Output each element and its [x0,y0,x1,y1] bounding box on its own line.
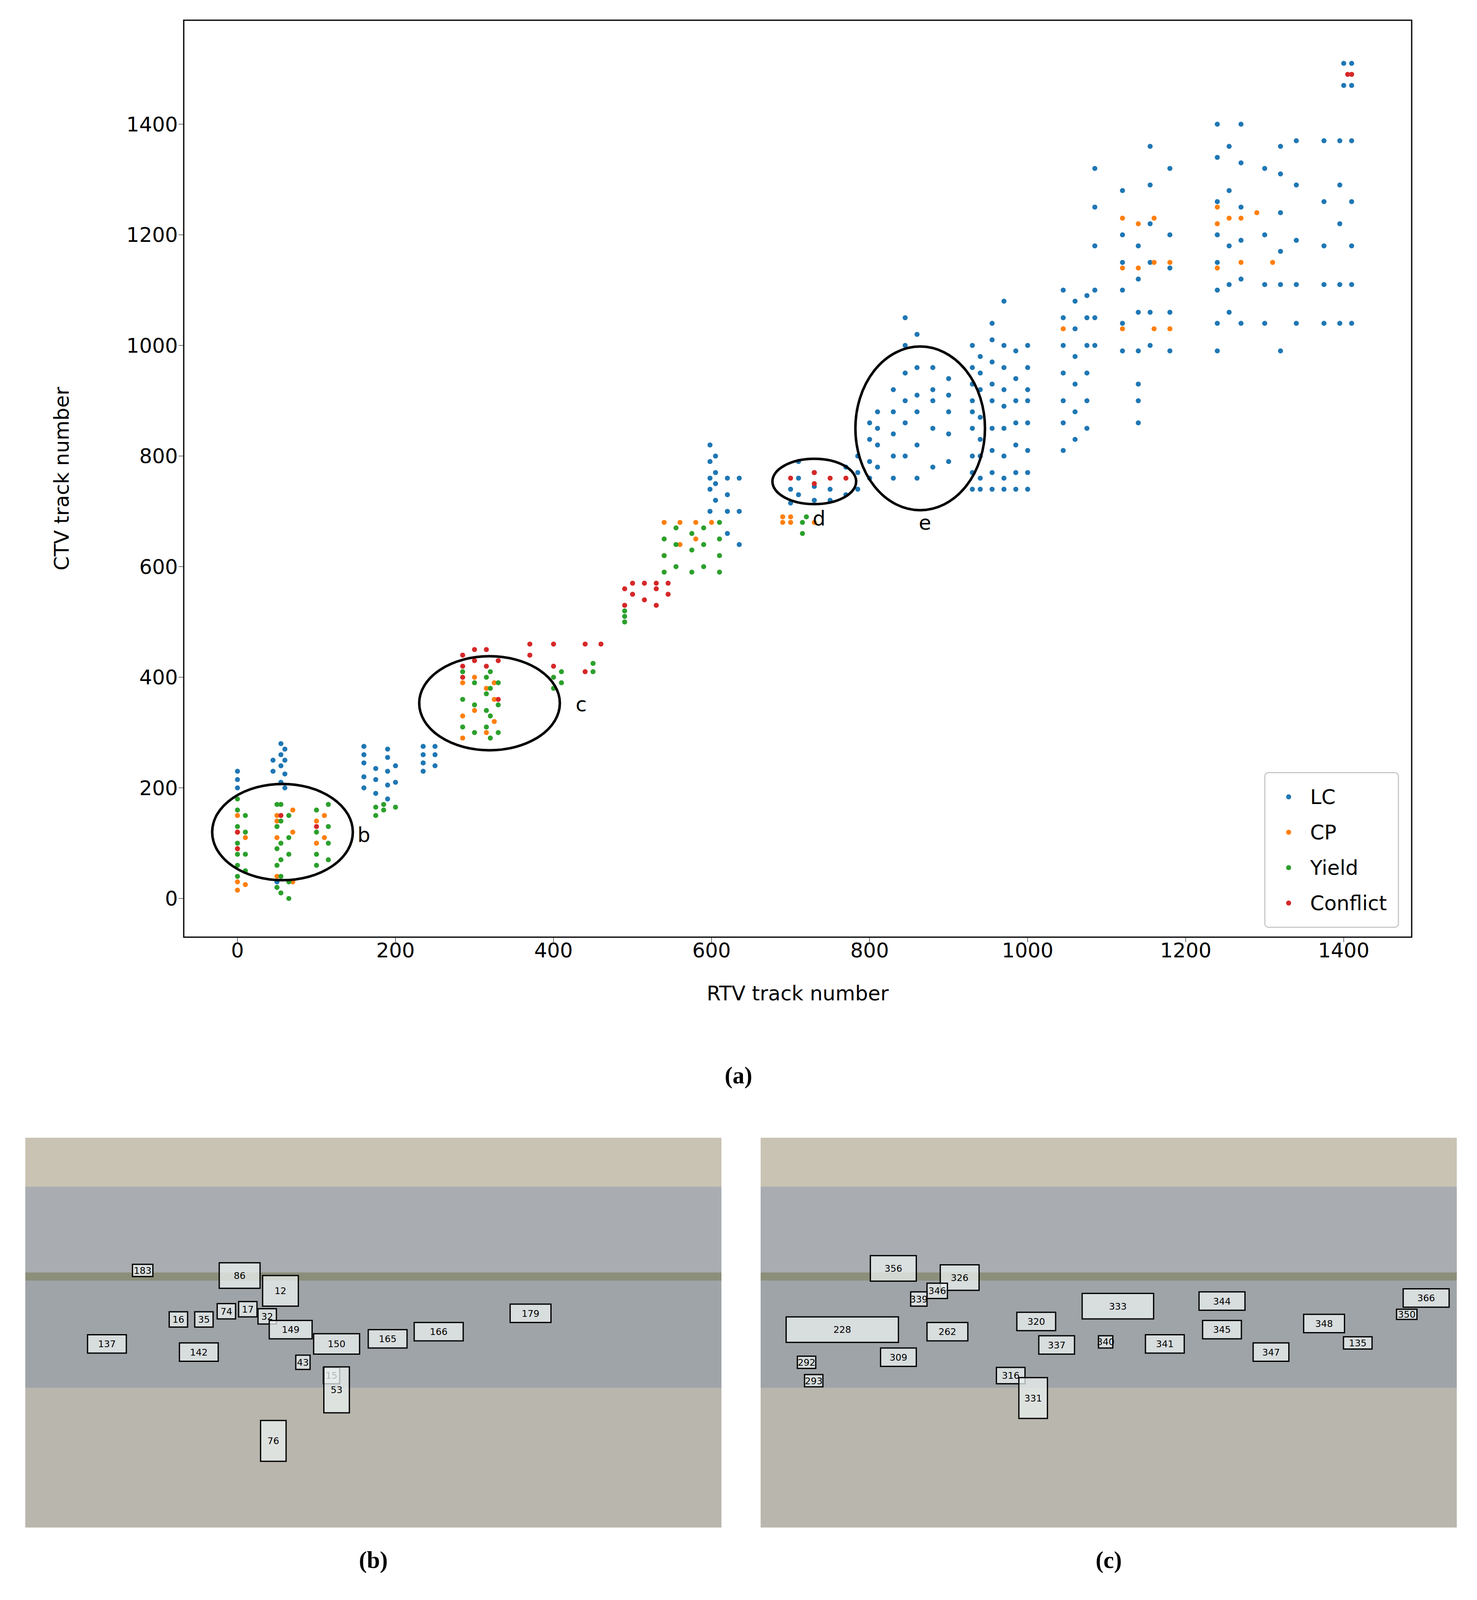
svg-text:74: 74 [220,1306,233,1317]
svg-text:179: 179 [521,1308,540,1319]
svg-text:333: 333 [1109,1301,1127,1312]
svg-text:1200: 1200 [1160,938,1212,963]
svg-text:326: 326 [950,1272,969,1284]
svg-text:35: 35 [198,1314,210,1325]
html-text:(c): (c) [1095,1546,1122,1574]
svg-text:76: 76 [267,1435,280,1447]
svg-text:149: 149 [281,1324,300,1335]
svg-text:1000: 1000 [1002,938,1054,963]
svg-text:200: 200 [139,776,178,800]
svg-text:16: 16 [172,1314,185,1325]
svg-text:339: 339 [909,1294,928,1305]
svg-text:12: 12 [274,1285,287,1297]
svg-text:e: e [918,510,932,535]
svg-text:d: d [812,506,826,531]
svg-text:1000: 1000 [126,333,178,358]
html-text:Conflict: Conflict [1310,891,1387,915]
svg-text:0: 0 [164,886,178,911]
svg-text:165: 165 [378,1333,397,1345]
svg-text:200: 200 [376,938,416,963]
svg-text:316: 316 [1001,1370,1020,1381]
svg-text:17: 17 [241,1304,254,1315]
svg-text:142: 142 [190,1347,208,1358]
svg-text:348: 348 [1315,1318,1333,1330]
svg-text:1400: 1400 [126,112,178,137]
svg-text:346: 346 [928,1285,947,1297]
html-text:CP: CP [1310,820,1337,845]
svg-text:183: 183 [134,1265,152,1276]
svg-text:341: 341 [1155,1338,1174,1350]
svg-text:800: 800 [850,938,890,963]
svg-text:166: 166 [429,1326,448,1338]
svg-text:292: 292 [797,1357,816,1368]
svg-text:400: 400 [534,938,574,963]
svg-text:800: 800 [139,444,178,468]
svg-text:262: 262 [938,1326,957,1338]
svg-text:344: 344 [1213,1296,1231,1307]
svg-text:RTV track number: RTV track number [706,981,889,1006]
svg-text:309: 309 [889,1352,908,1363]
svg-text:337: 337 [1047,1340,1066,1351]
svg-text:356: 356 [884,1263,903,1274]
svg-text:c: c [575,692,587,716]
svg-text:600: 600 [139,554,178,579]
svg-text:32: 32 [261,1311,274,1322]
html-text:Yield: Yield [1310,855,1359,880]
svg-text:600: 600 [692,938,732,963]
svg-text:331: 331 [1024,1393,1043,1404]
svg-text:350: 350 [1397,1309,1416,1320]
svg-text:135: 135 [1348,1337,1367,1349]
svg-text:347: 347 [1262,1347,1280,1358]
svg-text:366: 366 [1417,1292,1435,1304]
html-text:(b): (b) [358,1546,388,1574]
svg-text:1400: 1400 [1318,938,1370,963]
html-text:LC: LC [1310,785,1336,809]
svg-text:CTV track number: CTV track number [49,386,74,571]
svg-text:53: 53 [330,1384,343,1396]
svg-text:1200: 1200 [126,222,178,247]
html-text:(a): (a) [724,1062,753,1089]
svg-text:228: 228 [833,1324,852,1335]
svg-text:293: 293 [804,1375,823,1387]
svg-text:150: 150 [327,1338,346,1350]
svg-text:345: 345 [1213,1324,1231,1335]
svg-text:86: 86 [233,1270,246,1282]
svg-text:340: 340 [1096,1336,1115,1348]
svg-text:320: 320 [1027,1316,1046,1327]
svg-text:137: 137 [98,1338,116,1350]
svg-text:43: 43 [297,1357,309,1368]
svg-text:0: 0 [230,938,244,963]
svg-text:400: 400 [139,665,178,689]
svg-text:b: b [357,822,370,847]
